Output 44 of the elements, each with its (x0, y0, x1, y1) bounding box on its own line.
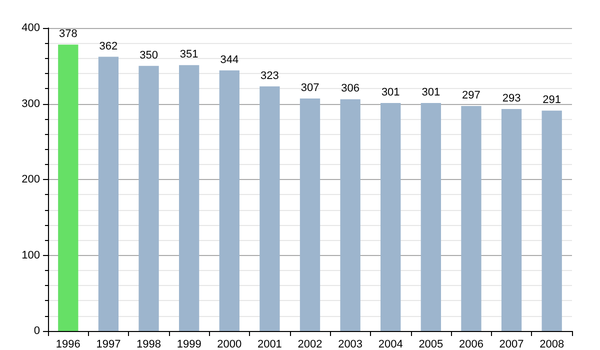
y-tick-label: 300 (22, 98, 40, 110)
bar (542, 110, 562, 331)
data-label: 350 (140, 49, 158, 62)
x-tick-label: 2007 (499, 338, 524, 350)
x-tick-label: 2002 (298, 338, 322, 350)
data-label: 301 (422, 86, 440, 98)
data-label: 307 (300, 82, 320, 94)
x-tick-label: 2005 (418, 338, 444, 350)
data-label: 293 (502, 92, 521, 105)
data-label: 344 (220, 54, 239, 66)
x-tick-label: 2003 (338, 338, 363, 350)
bar (179, 65, 200, 331)
y-tick-label: 0 (34, 325, 40, 337)
x-tick-label: 2000 (217, 338, 242, 350)
x-tick-label: 1998 (136, 338, 162, 350)
bar (420, 102, 441, 331)
bar (300, 98, 320, 331)
data-label: 291 (542, 94, 562, 106)
y-tick-label: 200 (22, 174, 40, 186)
data-label: 378 (58, 28, 78, 40)
data-label: 301 (381, 86, 400, 98)
bar (260, 86, 280, 331)
data-label: 297 (462, 90, 480, 102)
bar (98, 56, 119, 331)
x-tick-label: 2008 (540, 338, 564, 350)
bar (461, 106, 482, 331)
data-label: 306 (341, 82, 360, 95)
bar (58, 44, 78, 331)
data-label: 362 (99, 40, 118, 52)
x-tick-label: 1999 (176, 338, 202, 350)
bar (219, 70, 240, 331)
x-tick-label: 2006 (458, 338, 484, 350)
data-label: 351 (180, 48, 198, 61)
x-tick-label: 2004 (378, 338, 403, 350)
data-label: 323 (260, 70, 279, 82)
bar (380, 102, 401, 331)
bar (138, 66, 159, 331)
y-tick-label: 100 (22, 249, 40, 262)
bar (501, 109, 522, 331)
y-tick-label: 400 (22, 22, 40, 34)
bar (340, 99, 360, 331)
x-tick-label: 2001 (257, 338, 282, 350)
x-tick-label: 1997 (96, 338, 121, 350)
x-tick-label: 1996 (56, 338, 80, 350)
